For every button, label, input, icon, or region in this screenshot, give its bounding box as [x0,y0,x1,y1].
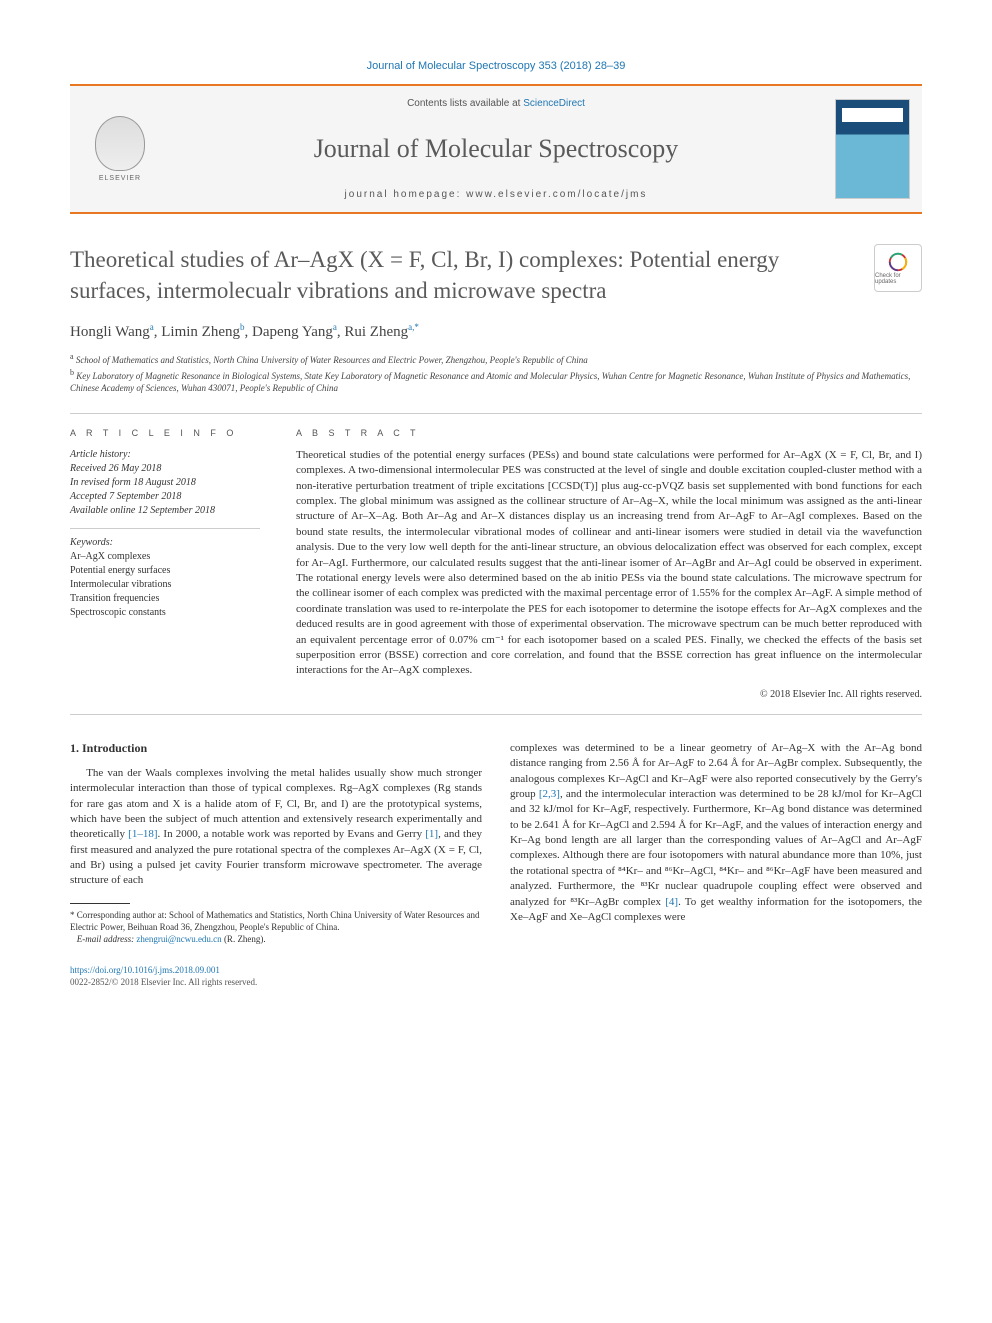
author-list: Hongli Wanga, Limin Zhengb, Dapeng Yanga… [70,322,922,341]
info-abstract-row: A R T I C L E I N F O Article history: R… [70,428,922,700]
journal-banner: ELSEVIER Contents lists available at Sci… [70,84,922,214]
corresponding-star-icon: * [414,322,419,332]
author-4[interactable]: Rui Zheng [344,324,408,340]
keywords-label: Keywords: [70,537,260,548]
keyword-3: Intermolecular vibrations [70,578,260,592]
corresponding-footnote: * Corresponding author at: School of Mat… [70,909,482,933]
author-3[interactable]: Dapeng Yang [252,324,333,340]
check-updates-icon [887,251,909,273]
email-footnote: E-mail address: zhengrui@ncwu.edu.cn (R.… [70,933,482,945]
introduction-para-left: The van der Waals complexes involving th… [70,766,482,889]
online-date: Available online 12 September 2018 [70,504,260,518]
history-label: Article history: [70,448,260,462]
author-3-aff: a [333,322,337,332]
doi-link[interactable]: https://doi.org/10.1016/j.jms.2018.09.00… [70,965,220,975]
banner-center: Contents lists available at ScienceDirec… [170,86,822,212]
footnote-separator [70,903,130,904]
cite-4[interactable]: [4] [665,896,678,908]
keyword-5: Spectroscopic constants [70,606,260,620]
article-info-heading: A R T I C L E I N F O [70,428,260,438]
cite-2-3[interactable]: [2,3] [539,788,560,800]
check-updates-badge[interactable]: Check for updates [874,244,922,292]
article-title: Theoretical studies of Ar–AgX (X = F, Cl… [70,244,854,306]
article-info-column: A R T I C L E I N F O Article history: R… [70,428,260,700]
affiliation-a: a School of Mathematics and Statistics, … [70,351,922,367]
check-updates-label: Check for updates [875,273,921,285]
section-divider [70,714,922,715]
journal-name: Journal of Molecular Spectroscopy [180,134,812,164]
keyword-2: Potential energy surfaces [70,564,260,578]
elsevier-tree-icon [95,116,145,171]
page-container: Journal of Molecular Spectroscopy 353 (2… [0,0,992,1049]
author-2[interactable]: Limin Zheng [161,324,240,340]
elsevier-logo[interactable]: ELSEVIER [85,109,155,189]
keyword-1: Ar–AgX complexes [70,550,260,564]
email-author: (R. Zheng). [222,934,266,944]
affiliation-b: b Key Laboratory of Magnetic Resonance i… [70,367,922,395]
abstract-text: Theoretical studies of the potential ene… [296,448,922,679]
contents-line: Contents lists available at ScienceDirec… [180,98,812,109]
author-2-aff: b [240,322,245,332]
affiliations: a School of Mathematics and Statistics, … [70,351,922,395]
author-1-aff: a [150,322,154,332]
title-row: Theoretical studies of Ar–AgX (X = F, Cl… [70,244,922,306]
author-1[interactable]: Hongli Wang [70,324,150,340]
header-citation: Journal of Molecular Spectroscopy 353 (2… [70,60,922,72]
introduction-heading: 1. Introduction [70,741,482,756]
sciencedirect-link[interactable]: ScienceDirect [523,98,585,109]
email-link[interactable]: zhengrui@ncwu.edu.cn [136,934,221,944]
cite-1-18[interactable]: [1–18] [128,828,157,840]
publisher-logo-cell: ELSEVIER [70,86,170,212]
affiliation-b-text: Key Laboratory of Magnetic Resonance in … [70,371,910,394]
body-col-right: complexes was determined to be a linear … [510,741,922,946]
journal-homepage[interactable]: journal homepage: www.elsevier.com/locat… [180,189,812,200]
keywords-list: Ar–AgX complexes Potential energy surfac… [70,550,260,620]
abstract-copyright: © 2018 Elsevier Inc. All rights reserved… [296,689,922,700]
accepted-date: Accepted 7 September 2018 [70,490,260,504]
cover-cell [822,86,922,212]
elsevier-label: ELSEVIER [99,175,141,182]
revised-date: In revised form 18 August 2018 [70,476,260,490]
article-history: Article history: Received 26 May 2018 In… [70,448,260,529]
cite-1[interactable]: [1] [425,828,438,840]
page-footer: https://doi.org/10.1016/j.jms.2018.09.00… [70,965,922,988]
issn-copyright: 0022-2852/© 2018 Elsevier Inc. All right… [70,977,257,987]
received-date: Received 26 May 2018 [70,462,260,476]
affiliation-a-text: School of Mathematics and Statistics, No… [76,355,588,365]
email-label: E-mail address: [77,934,137,944]
introduction-para-right: complexes was determined to be a linear … [510,741,922,926]
contents-prefix: Contents lists available at [407,98,523,109]
abstract-column: A B S T R A C T Theoretical studies of t… [296,428,922,700]
body-col-left: 1. Introduction The van der Waals comple… [70,741,482,946]
keyword-4: Transition frequencies [70,592,260,606]
journal-cover-thumbnail[interactable] [835,99,910,199]
abstract-heading: A B S T R A C T [296,428,922,438]
body-columns: 1. Introduction The van der Waals comple… [70,741,922,946]
section-divider [70,413,922,414]
